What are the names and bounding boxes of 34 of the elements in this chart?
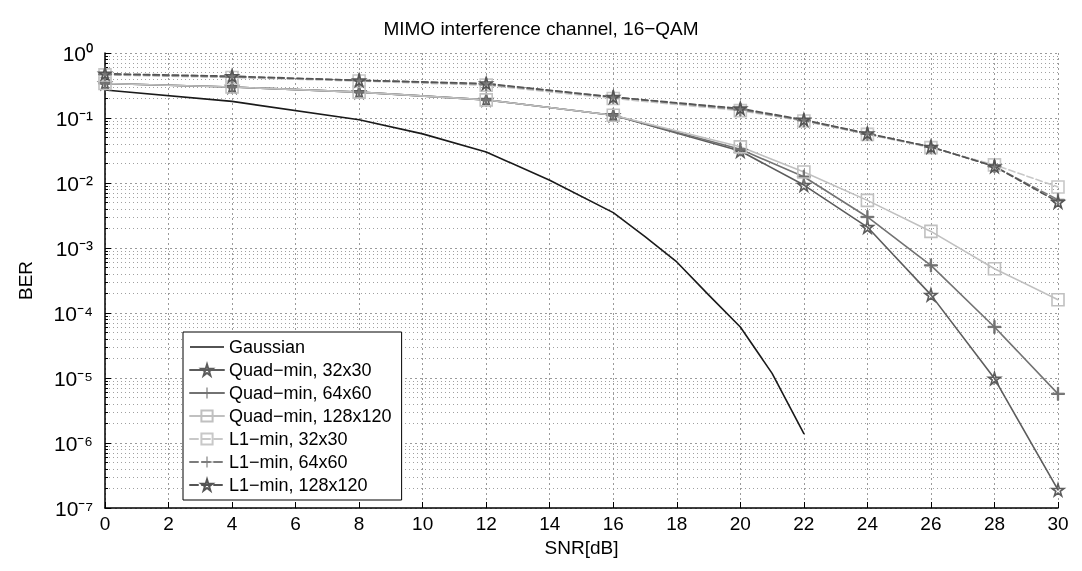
- x-axis-title: SNR[dB]: [544, 536, 619, 558]
- legend-label: L1−min, 32x30: [229, 429, 348, 449]
- chart-title: MIMO interference channel, 16−QAM: [383, 18, 699, 39]
- x-tick-label: 4: [226, 513, 238, 534]
- x-tick-label: 2: [163, 513, 174, 534]
- x-tick-label: 30: [1047, 513, 1069, 534]
- legend-label: Gaussian: [229, 337, 306, 357]
- y-axis-title: BER: [15, 260, 36, 301]
- x-tick-label: 0: [99, 513, 111, 534]
- x-tick-label: 14: [539, 513, 561, 534]
- legend-label: L1−min, 64x60: [229, 452, 348, 472]
- x-tick-label: 8: [353, 513, 365, 534]
- y-tick-label: 10⁻³: [55, 236, 93, 260]
- legend-label: L1−min, 128x120: [229, 475, 368, 495]
- legend-label: Quad−min, 64x60: [229, 383, 372, 403]
- x-tick-label: 24: [856, 513, 879, 534]
- y-tick-label: 10⁻⁷: [55, 496, 93, 520]
- x-tick-label: 6: [290, 513, 301, 534]
- legend-label: Quad−min, 32x30: [229, 360, 372, 380]
- x-tick-label: 12: [475, 513, 497, 534]
- x-tick-label: 22: [793, 513, 815, 534]
- x-tick-label: 20: [729, 513, 751, 534]
- x-tick-label: 18: [666, 513, 688, 534]
- y-tick-label: 10⁻⁴: [53, 301, 93, 325]
- y-tick-label: 10⁻¹: [55, 106, 93, 130]
- y-tick-label: 10⁰: [62, 41, 93, 65]
- y-tick-label: 10⁻²: [55, 171, 93, 195]
- legend-label: Quad−min, 128x120: [229, 406, 392, 426]
- x-tick-label: 26: [920, 513, 942, 534]
- x-tick-label: 16: [602, 513, 624, 534]
- y-tick-label: 10⁻⁵: [53, 366, 93, 390]
- x-tick-label: 28: [983, 513, 1006, 534]
- y-tick-label: 10⁻⁶: [53, 431, 93, 455]
- x-tick-label: 10: [412, 513, 434, 534]
